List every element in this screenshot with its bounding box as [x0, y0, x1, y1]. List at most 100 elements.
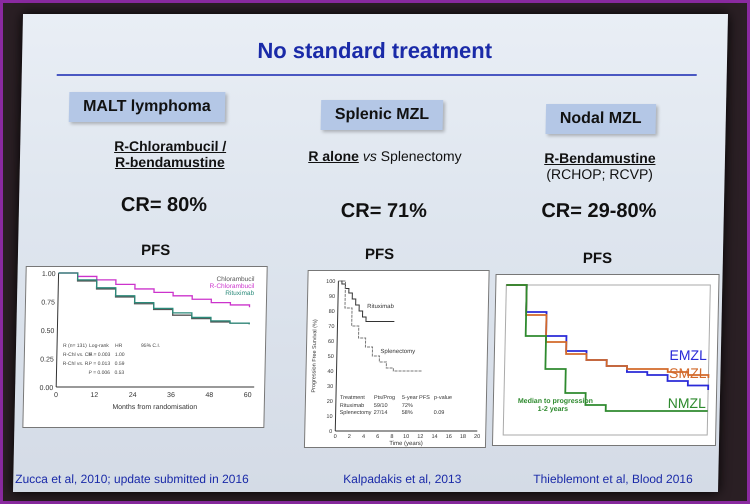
series-line-nmzl — [506, 284, 708, 412]
y-tick-label: 0.75 — [41, 300, 55, 307]
y-tick-label: 0.50 — [41, 328, 55, 335]
cr-splenic: CR= 71% — [340, 200, 428, 222]
chart-splenic: 0 10 20 30 40 50 60 70 80 90 100 0 2 4 6 8 10 12 14 16 18 20 T… — [303, 270, 490, 448]
pfs-label-splenic: PFS — [364, 246, 395, 263]
title-underline — [56, 74, 697, 76]
annotation-years: 1-2 years — [538, 406, 569, 413]
y-tick-label: 20 — [327, 399, 333, 405]
stats-cell: P = 0.006 — [88, 370, 110, 376]
table-cell: 27/14 — [374, 410, 388, 416]
stats-cell: Log-rank — [89, 343, 109, 349]
legend-entry: R-Chlorambucil — [209, 283, 254, 290]
x-tick-label: 48 — [205, 392, 213, 399]
regimen-splenic: R alone vs Splenectomy — [290, 148, 480, 164]
stats-cell: 1.00 — [115, 352, 125, 358]
y-axis-label: Progression Free Survival (%) — [311, 319, 319, 393]
y-axis — [55, 273, 60, 387]
x-tick-label: 20 — [474, 434, 480, 440]
x-tick-label: 12 — [90, 392, 98, 399]
chart-malt: 0.00 0.25 0.50 0.75 1.00 0 12 24 36 48 60 Months fr… — [22, 266, 268, 428]
y-tick-label: 90 — [329, 294, 335, 300]
x-axis-label: Time (years) — [389, 441, 423, 447]
series-label: Rituximab — [367, 304, 394, 310]
chart-nodal: EMZL SMZL NMZL Median to progression 1-2 yea… — [491, 274, 720, 446]
cr-malt: CR= 80% — [120, 194, 208, 216]
y-tick-label: 0 — [329, 429, 332, 435]
table-header: Treatment — [340, 395, 365, 401]
x-tick-label: 10 — [403, 434, 409, 440]
plot-frame — [502, 284, 711, 436]
x-tick-label: 24 — [129, 392, 137, 399]
pfs-label-malt: PFS — [140, 242, 171, 259]
pfs-label-nodal: PFS — [582, 250, 613, 267]
table-header: 5-year PFS — [402, 395, 430, 401]
regimen-nodal-line2: (RCHOP; RCVP) — [546, 166, 654, 182]
x-tick-label: 60 — [244, 392, 252, 399]
x-tick-label: 2 — [348, 434, 351, 440]
stats-cell: R (n= 131) — [63, 343, 87, 349]
x-axis-label: Months from randomisation — [112, 404, 197, 411]
regimen-splenic-a: R alone — [308, 148, 360, 164]
x-tick-label: 0 — [334, 434, 337, 440]
regimen-malt-line1: R-Chlorambucil / — [114, 138, 227, 154]
table-cell: 59/10 — [374, 403, 388, 409]
table-cell: 72% — [402, 403, 413, 409]
citation-splenic: Kalpadakis et al, 2013 — [343, 472, 462, 486]
regimen-nodal: R-Bendamustine (RCHOP; RCVP) — [524, 150, 675, 182]
series-label-emzl: EMZL — [669, 347, 707, 363]
legend-entry: Rituximab — [225, 290, 254, 297]
y-tick-label: 40 — [327, 369, 333, 375]
heading-splenic: Splenic MZL — [320, 100, 444, 130]
table-cell: 58% — [402, 410, 413, 416]
heading-nodal: Nodal MZL — [545, 104, 656, 134]
series-line-r-chlorambucil — [58, 272, 251, 308]
series-label-smzl: SMZL — [669, 365, 707, 381]
x-tick-label: 14 — [431, 434, 437, 440]
x-tick-label: 12 — [417, 434, 423, 440]
y-tick-label: 70 — [328, 324, 334, 330]
y-tick-label: 0.00 — [39, 385, 53, 392]
heading-malt: MALT lymphoma — [68, 92, 226, 122]
regimen-malt-line2: R-bendamustine — [114, 154, 225, 170]
citation-nodal: Thieblemont et al, Blood 2016 — [533, 472, 693, 486]
stats-cell: 0.53 — [114, 370, 124, 376]
table-cell: 0.09 — [434, 410, 445, 416]
citation-malt: Zucca et al, 2010; update submitted in 2… — [15, 472, 249, 486]
y-tick-label: 30 — [327, 384, 333, 390]
regimen-splenic-b: Splenectomy — [380, 148, 462, 164]
series-line-splenectomy — [338, 280, 422, 372]
chart-malt-svg: 0.00 0.25 0.50 0.75 1.00 0 12 24 36 48 60 Months fr… — [39, 271, 255, 411]
table-header: Pts/Prog — [374, 395, 395, 401]
y-tick-label: 50 — [328, 354, 334, 360]
presentation-slide: No standard treatment MALT lymphoma R-Ch… — [12, 14, 729, 492]
y-tick-label: 10 — [326, 414, 332, 420]
chart-splenic-svg: 0 10 20 30 40 50 60 70 80 90 100 0 2 4 6 8 10 12 14 16 18 20 T… — [311, 279, 480, 447]
slide-title: No standard treatment — [257, 38, 493, 63]
y-tick-label: 80 — [329, 309, 335, 315]
stats-cell: P = 0.003 — [89, 352, 111, 358]
regimen-malt: R-Chlorambucil / R-bendamustine — [90, 138, 251, 170]
cr-nodal: CR= 29-80% — [541, 200, 657, 222]
annotation-median: Median to progression — [518, 398, 593, 405]
series-label-nmzl: NMZL — [668, 395, 707, 411]
series-line-rituximab — [58, 272, 250, 325]
y-tick-label: 60 — [328, 339, 334, 345]
legend-entry: Chlorambucil — [216, 276, 255, 283]
x-tick-label: 8 — [390, 434, 393, 440]
stats-cell: R-Chl vs. Chl. — [63, 352, 94, 358]
x-tick-label: 6 — [376, 434, 379, 440]
regimen-nodal-line1: R-Bendamustine — [544, 150, 656, 166]
y-tick-label: 0.25 — [40, 357, 54, 364]
stats-cell: R-Chl vs. R. — [63, 361, 90, 367]
series-line-smzl — [506, 284, 710, 378]
stats-cell: 0.59 — [115, 361, 125, 367]
y-tick-label: 100 — [326, 279, 335, 285]
x-tick-label: 16 — [446, 434, 452, 440]
y-axis — [334, 281, 339, 431]
x-tick-label: 4 — [362, 434, 365, 440]
y-tick-label: 1.00 — [42, 271, 56, 278]
table-cell: Splenectomy — [340, 410, 372, 416]
